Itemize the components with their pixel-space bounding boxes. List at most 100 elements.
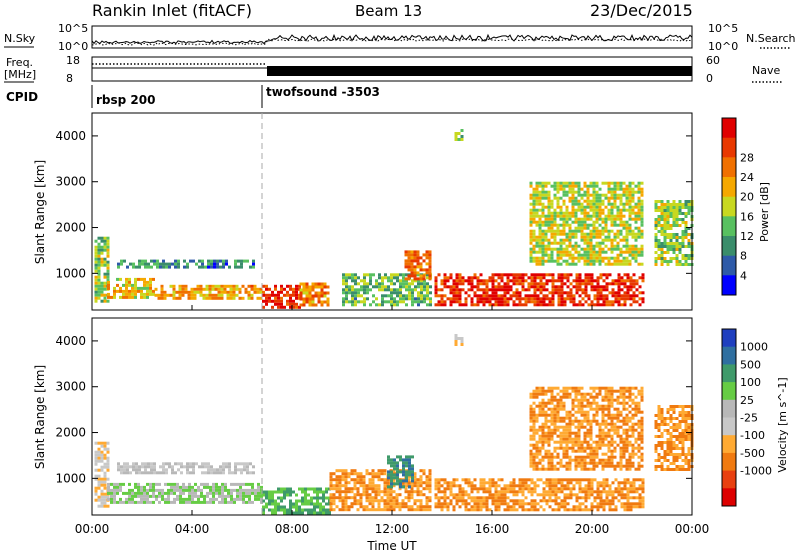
heatmap-cell	[569, 478, 573, 482]
heatmap-cell	[678, 438, 682, 441]
heatmap-cell	[193, 287, 197, 291]
heatmap-cell	[687, 423, 691, 426]
heatmap-cell	[535, 389, 539, 393]
heatmap-cell	[610, 437, 614, 441]
heatmap-cell	[117, 462, 120, 466]
heatmap-cell	[533, 288, 537, 292]
heatmap-cell	[568, 211, 572, 215]
heatmap-cell	[240, 471, 243, 475]
heatmap-cell	[678, 423, 682, 426]
heatmap-cell	[247, 290, 251, 294]
heatmap-cell	[592, 401, 596, 405]
heatmap-cell	[577, 253, 581, 257]
heatmap-cell	[362, 481, 366, 485]
heatmap-cell	[209, 500, 212, 504]
heatmap-cell	[544, 440, 548, 444]
heatmap-cell	[235, 293, 239, 297]
heatmap-cell	[482, 505, 486, 509]
heatmap-cell	[500, 300, 504, 304]
heatmap-cell	[675, 260, 679, 263]
heatmap-cell	[565, 184, 569, 188]
y-tick-label: 1000	[55, 266, 86, 280]
heatmap-cell	[637, 449, 641, 453]
heatmap-cell	[657, 465, 661, 468]
heatmap-cell	[449, 487, 453, 491]
heatmap-cell	[247, 284, 251, 288]
heatmap-cell	[684, 257, 688, 260]
heatmap-cell	[222, 462, 225, 466]
heatmap-cell	[103, 483, 107, 487]
heatmap-cell	[631, 392, 635, 396]
heatmap-cell	[268, 293, 271, 297]
heatmap-cell	[359, 475, 363, 479]
heatmap-cell	[128, 283, 131, 287]
heatmap-cell	[103, 287, 107, 291]
heatmap-cell	[542, 297, 546, 301]
heatmap-cell	[589, 238, 593, 242]
heatmap-cell	[464, 502, 468, 506]
heatmap-cell	[559, 184, 563, 188]
heatmap-cell	[616, 389, 620, 393]
heatmap-cell	[678, 236, 682, 239]
heatmap-cell	[399, 288, 402, 292]
heatmap-cell	[387, 285, 390, 289]
heatmap-cell	[509, 279, 513, 283]
heatmap-cell	[458, 493, 462, 497]
heatmap-cell	[485, 279, 489, 283]
heatmap-cell	[94, 266, 98, 270]
heatmap-cell	[562, 238, 566, 242]
heatmap-cell	[550, 250, 554, 254]
heatmap-cell	[535, 416, 539, 420]
heatmap-cell	[681, 263, 685, 266]
heatmap-cell	[622, 190, 626, 194]
heatmap-cell	[404, 262, 408, 266]
heatmap-cell	[613, 425, 617, 429]
heatmap-cell	[575, 285, 579, 289]
heatmap-cell	[654, 426, 658, 429]
heatmap-cell	[289, 305, 292, 309]
heatmap-cell	[541, 196, 545, 200]
heatmap-cell	[586, 238, 590, 242]
heatmap-cell	[541, 437, 545, 441]
heatmap-cell	[637, 232, 641, 236]
heatmap-cell	[596, 484, 600, 488]
heatmap-cell	[592, 449, 596, 453]
heatmap-cell	[299, 294, 303, 298]
heatmap-cell	[271, 293, 274, 297]
heatmap-cell	[613, 205, 617, 209]
heatmap-cell	[345, 273, 348, 277]
heatmap-cell	[434, 282, 438, 286]
heatmap-cell	[429, 300, 432, 304]
heatmap-cell	[574, 181, 578, 185]
heatmap-cell	[669, 242, 673, 245]
heatmap-cell	[535, 386, 539, 390]
heatmap-cell	[405, 473, 408, 477]
heatmap-cell	[204, 265, 207, 269]
heatmap-cell	[410, 262, 414, 266]
heatmap-cell	[541, 262, 545, 266]
heatmap-cell	[550, 247, 554, 251]
heatmap-cell	[556, 262, 560, 266]
heatmap-cell	[143, 497, 146, 501]
heatmap-cell	[494, 291, 498, 295]
heatmap-cell	[206, 485, 209, 489]
heatmap-cell	[461, 496, 465, 500]
heatmap-cell	[605, 285, 609, 289]
heatmap-cell	[350, 478, 354, 482]
heatmap-cell	[423, 297, 426, 301]
heatmap-cell	[566, 285, 570, 289]
heatmap-cell	[332, 502, 336, 506]
heatmap-cell	[277, 505, 280, 509]
heatmap-cell	[191, 491, 194, 495]
heatmap-cell	[216, 265, 219, 269]
heatmap-cell	[604, 235, 608, 239]
heatmap-cell	[172, 284, 176, 288]
heatmap-cell	[521, 508, 525, 512]
heatmap-cell	[663, 453, 667, 456]
heatmap-cell	[485, 505, 489, 509]
heatmap-cell	[419, 475, 423, 479]
heatmap-cell	[155, 488, 158, 492]
heatmap-cell	[280, 305, 283, 309]
heatmap-cell	[164, 500, 167, 504]
heatmap-cell	[405, 458, 408, 462]
